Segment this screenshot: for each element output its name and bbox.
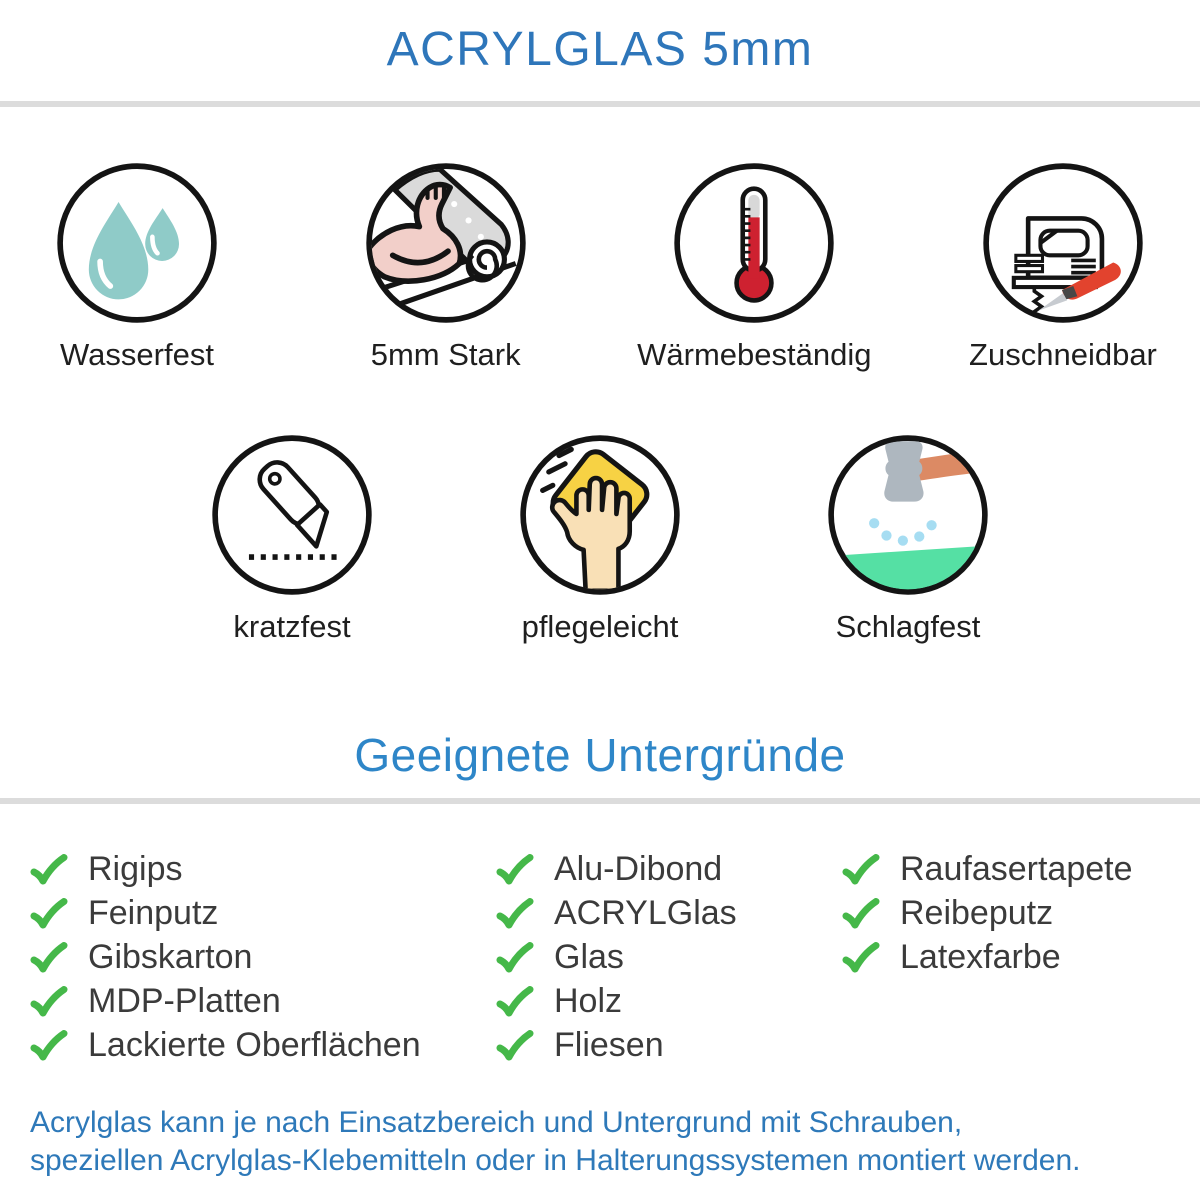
list-item: Holz	[496, 980, 842, 1024]
list-item: Reibeputz	[842, 892, 1200, 936]
feature-label: 5mm Stark	[370, 337, 521, 372]
check-icon	[30, 1029, 68, 1061]
feature-label: Zuschneidbar	[969, 337, 1157, 372]
check-icon	[30, 853, 68, 885]
check-icon	[496, 897, 534, 929]
thermometer-icon	[672, 161, 836, 325]
muscle-arm-icon	[364, 161, 528, 325]
cleaning-hand-icon	[518, 433, 682, 597]
feature-pflegeleicht: pflegeleicht	[479, 433, 721, 645]
feature-label: Schlagfest	[835, 609, 981, 644]
substrate-list: Rigips Feinputz Gibskarton MDP-Platten L…	[0, 848, 1200, 1068]
list-item-label: Holz	[554, 982, 623, 1021]
substrate-column-3: Raufasertapete Reibeputz Latexfarbe	[842, 848, 1200, 1068]
list-item-label: Reibeputz	[900, 894, 1054, 933]
list-item: Fliesen	[496, 1024, 842, 1068]
list-item-label: Alu-Dibond	[554, 850, 723, 889]
feature-label: pflegeleicht	[521, 609, 679, 644]
list-item-label: Latexfarbe	[900, 938, 1061, 977]
list-item-label: Fliesen	[554, 1026, 664, 1065]
feature-label: Wärmebeständig	[637, 337, 872, 372]
list-item: Glas	[496, 936, 842, 980]
list-item-label: ACRYLGlas	[554, 894, 737, 933]
feature-kratzfest: kratzfest	[171, 433, 413, 645]
feature-waermebestaendig: Wärmebeständig	[633, 161, 875, 373]
list-item-label: Glas	[554, 938, 624, 977]
page-title: ACRYLGLAS 5mm	[386, 23, 814, 76]
feature-wasserfest: Wasserfest	[16, 161, 258, 373]
list-item: Alu-Dibond	[496, 848, 842, 892]
check-icon	[30, 941, 68, 973]
substrate-column-1: Rigips Feinputz Gibskarton MDP-Platten L…	[30, 848, 496, 1068]
feature-label: Wasserfest	[60, 337, 214, 372]
check-icon	[496, 1029, 534, 1061]
list-item-label: Lackierte Oberflächen	[88, 1026, 421, 1065]
check-icon	[496, 941, 534, 973]
list-item: MDP-Platten	[30, 980, 496, 1024]
list-item: Lackierte Oberflächen	[30, 1024, 496, 1068]
feature-schlagfest: Schlagfest	[787, 433, 1029, 645]
check-icon	[496, 985, 534, 1017]
mounting-note: Acrylglas kann je nach Einsatzbereich un…	[0, 1104, 1200, 1180]
list-item: Raufasertapete	[842, 848, 1200, 892]
feature-zuschneidbar: Zuschneidbar	[942, 161, 1184, 373]
hammer-impact-icon	[826, 433, 990, 597]
list-item: Latexfarbe	[842, 936, 1200, 980]
list-item: Rigips	[30, 848, 496, 892]
list-item: Feinputz	[30, 892, 496, 936]
feature-label: kratzfest	[233, 609, 351, 644]
list-item: Gibskarton	[30, 936, 496, 980]
list-item-label: MDP-Platten	[88, 982, 281, 1021]
mounting-note-line1: Acrylglas kann je nach Einsatzbereich un…	[30, 1105, 963, 1139]
feature-row-1: Wasserfest	[0, 161, 1200, 373]
feature-5mm-stark: 5mm Stark	[325, 161, 567, 373]
cutter-knife-icon	[210, 433, 374, 597]
list-item-label: Raufasertapete	[900, 850, 1133, 889]
list-item: ACRYLGlas	[496, 892, 842, 936]
list-item-label: Feinputz	[88, 894, 219, 933]
check-icon	[842, 853, 880, 885]
check-icon	[496, 853, 534, 885]
water-drops-icon	[55, 161, 219, 325]
substrate-column-2: Alu-Dibond ACRYLGlas Glas Holz Fliesen	[496, 848, 842, 1068]
section-heading-untergruende: Geeignete Untergründe	[354, 729, 846, 781]
list-item-label: Gibskarton	[88, 938, 253, 977]
jigsaw-knife-icon	[981, 161, 1145, 325]
feature-row-2: kratzfest pflegeleicht	[0, 433, 1200, 645]
check-icon	[30, 897, 68, 929]
divider	[0, 797, 1200, 804]
mounting-note-line2: speziellen Acrylglas-Klebemitteln oder i…	[30, 1143, 1081, 1177]
list-item-label: Rigips	[88, 850, 183, 889]
check-icon	[842, 941, 880, 973]
check-icon	[842, 897, 880, 929]
check-icon	[30, 985, 68, 1017]
divider	[0, 101, 1200, 107]
